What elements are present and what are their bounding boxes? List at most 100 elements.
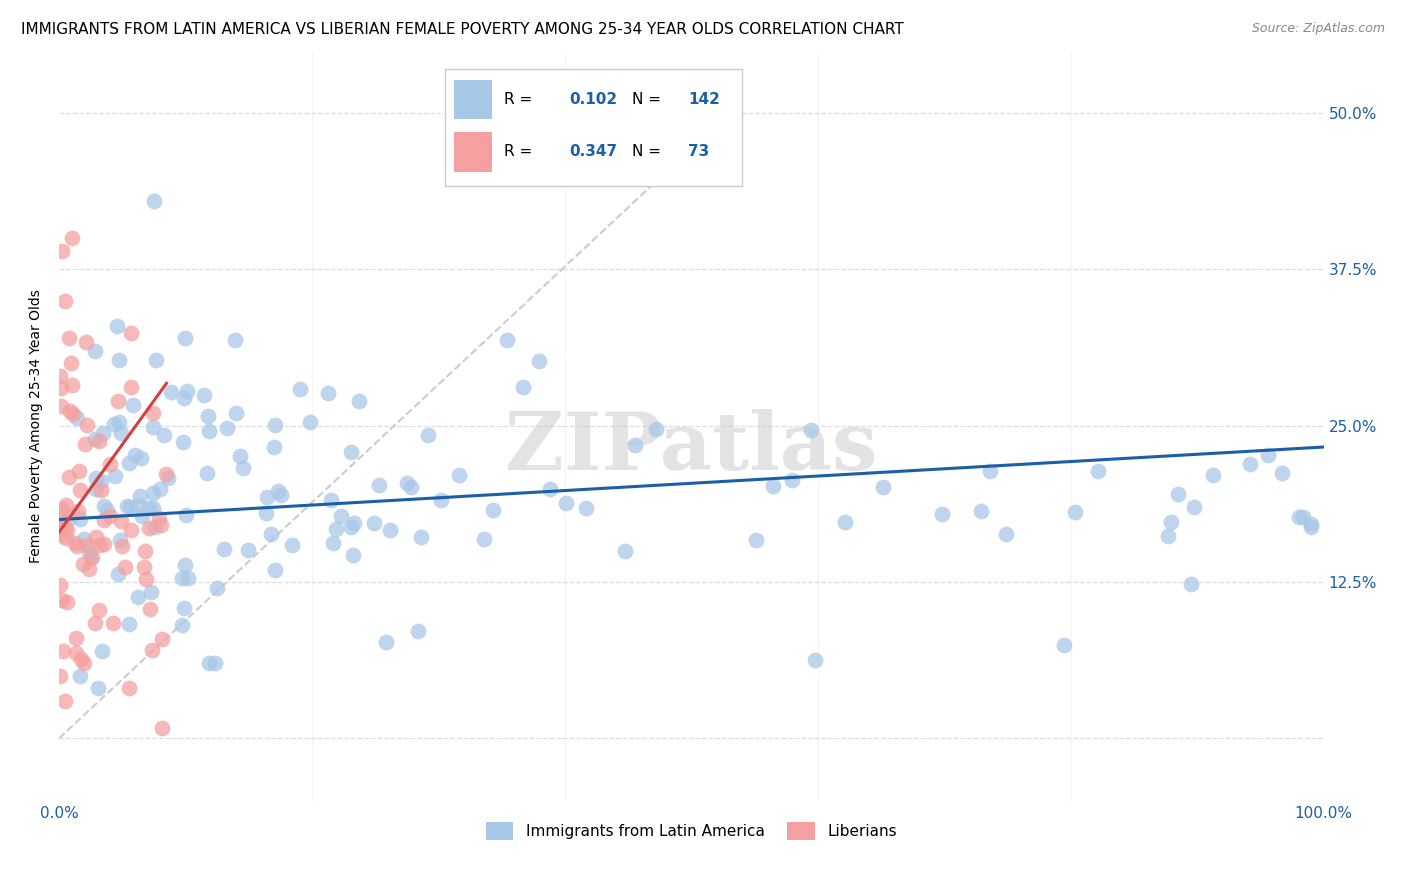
Point: [93, 537, 115, 551]
Point: [58, 469, 80, 483]
Point: [197, 409, 219, 424]
Point: [1299, 520, 1322, 534]
Point: [49, 669, 72, 683]
Point: [322, 536, 344, 550]
Point: [110, 514, 132, 528]
Point: [103, 417, 125, 431]
Point: [58, 331, 80, 345]
Point: [160, 384, 183, 399]
Point: [396, 476, 419, 491]
Point: [59, 356, 82, 370]
Point: [1182, 500, 1205, 515]
Point: [374, 635, 396, 649]
Point: [339, 520, 361, 534]
Point: [120, 326, 142, 340]
Point: [51, 399, 73, 413]
Point: [800, 423, 823, 437]
Point: [411, 530, 433, 544]
Point: [60, 231, 83, 245]
Point: [49, 578, 72, 592]
Point: [84, 615, 107, 630]
Point: [155, 467, 177, 481]
Point: [225, 406, 247, 420]
Point: [399, 479, 422, 493]
Point: [134, 544, 156, 558]
Point: [65, 632, 87, 646]
Point: [58, 511, 80, 525]
Point: [139, 602, 162, 616]
Point: [114, 559, 136, 574]
Point: [512, 380, 534, 394]
Point: [108, 353, 131, 368]
Point: [263, 563, 285, 577]
Point: [780, 473, 803, 487]
Point: [254, 506, 277, 520]
Point: [52, 644, 75, 658]
Point: [143, 520, 166, 534]
Point: [367, 477, 389, 491]
Point: [1157, 529, 1180, 543]
Point: [75, 335, 97, 350]
Point: [1271, 467, 1294, 481]
Point: [51, 515, 73, 529]
Point: [115, 499, 138, 513]
Point: [970, 504, 993, 518]
Point: [129, 450, 152, 465]
Point: [538, 482, 561, 496]
Point: [77, 562, 100, 576]
Point: [111, 539, 134, 553]
Point: [67, 464, 90, 478]
Point: [143, 194, 166, 208]
Point: [127, 498, 149, 512]
Point: [72, 557, 94, 571]
Point: [84, 471, 107, 485]
Point: [142, 420, 165, 434]
Point: [228, 449, 250, 463]
Point: [118, 681, 141, 696]
Point: [55, 498, 77, 512]
Point: [90, 474, 112, 488]
Point: [84, 482, 107, 496]
Point: [90, 483, 112, 497]
Point: [931, 507, 953, 521]
Point: [138, 501, 160, 516]
Point: [148, 511, 170, 525]
Point: [55, 531, 77, 545]
Point: [107, 393, 129, 408]
Point: [76, 417, 98, 432]
Text: ZIPatlas: ZIPatlas: [505, 409, 877, 487]
Point: [135, 572, 157, 586]
Point: [51, 593, 73, 607]
Point: [89, 538, 111, 552]
Point: [107, 566, 129, 581]
Point: [406, 624, 429, 638]
Point: [86, 681, 108, 696]
Point: [872, 479, 894, 493]
Point: [62, 407, 84, 421]
Point: [51, 528, 73, 542]
Point: [51, 502, 73, 516]
Point: [76, 538, 98, 552]
Point: [53, 521, 76, 535]
Point: [280, 538, 302, 552]
Point: [495, 333, 517, 347]
Point: [195, 466, 218, 480]
Point: [49, 510, 72, 524]
Point: [288, 383, 311, 397]
Point: [205, 581, 228, 595]
Point: [142, 406, 165, 420]
Point: [93, 500, 115, 514]
Point: [108, 533, 131, 547]
Point: [645, 422, 668, 436]
Point: [342, 548, 364, 562]
Point: [1167, 486, 1189, 500]
Point: [762, 478, 785, 492]
Point: [270, 488, 292, 502]
Point: [51, 381, 73, 395]
Point: [575, 500, 598, 515]
Point: [1160, 516, 1182, 530]
Point: [150, 517, 173, 532]
Point: [96, 502, 118, 516]
Point: [1180, 576, 1202, 591]
Point: [157, 471, 180, 485]
